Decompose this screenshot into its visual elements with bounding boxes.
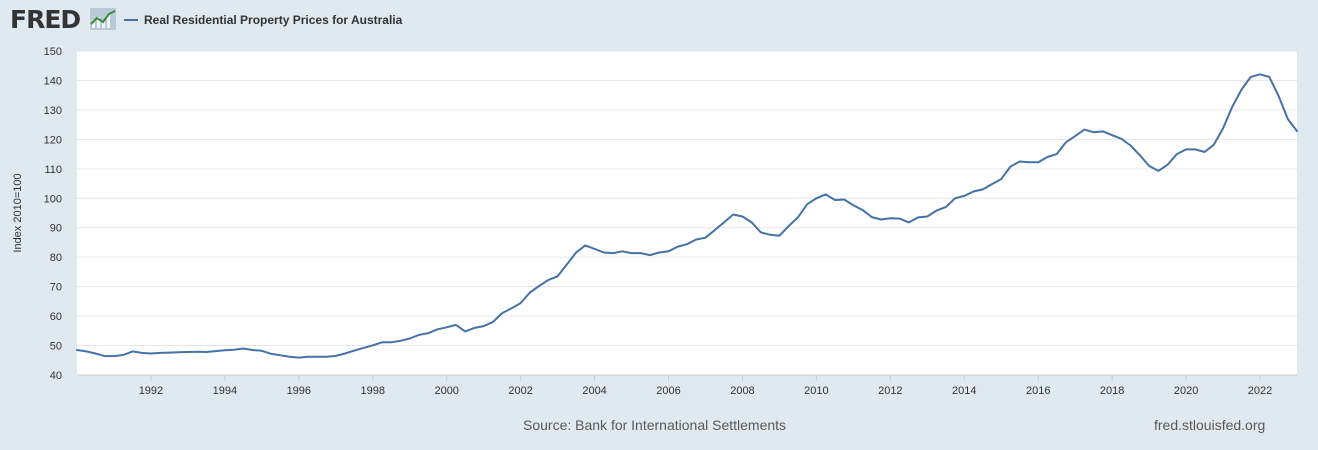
legend-series-swatch bbox=[124, 19, 138, 21]
y-axis-label: Index 2010=100 bbox=[12, 173, 24, 252]
series-line bbox=[76, 73, 1298, 359]
y-tick-label: 130 bbox=[44, 105, 62, 117]
chart-header: FRED Real Residential Property Prices fo… bbox=[0, 0, 1318, 44]
y-tick-label: 150 bbox=[44, 46, 62, 58]
x-tick-label: 2014 bbox=[952, 385, 976, 397]
x-tick-label: 2020 bbox=[1174, 385, 1198, 397]
y-tick-label: 60 bbox=[50, 311, 62, 323]
x-tick-label: 2012 bbox=[878, 385, 902, 397]
x-tick-label: 1996 bbox=[287, 385, 311, 397]
x-tick-label: 1994 bbox=[213, 385, 237, 397]
legend-series-label: Real Residential Property Prices for Aus… bbox=[144, 13, 403, 27]
x-tick-label: 2022 bbox=[1248, 385, 1272, 397]
y-tick-label: 90 bbox=[50, 223, 62, 235]
chart-source: Source: Bank for International Settlemen… bbox=[523, 417, 787, 433]
x-tick-label: 1998 bbox=[361, 385, 385, 397]
line-chart-icon bbox=[90, 8, 116, 30]
y-tick-label: 50 bbox=[50, 341, 62, 353]
fred-credit-link[interactable]: fred.stlouisfed.org bbox=[1154, 417, 1266, 433]
x-tick-label: 2006 bbox=[656, 385, 680, 397]
y-tick-label: 40 bbox=[50, 370, 62, 382]
y-tick-label: 120 bbox=[44, 134, 62, 146]
x-tick-label: 2008 bbox=[730, 385, 754, 397]
x-tick-label: 2016 bbox=[1026, 385, 1050, 397]
y-tick-label: 110 bbox=[44, 164, 62, 176]
x-tick-label: 2010 bbox=[804, 385, 828, 397]
y-tick-label: 70 bbox=[50, 282, 62, 294]
x-tick-label: 2002 bbox=[508, 385, 532, 397]
y-tick-label: 100 bbox=[44, 193, 62, 205]
fred-logo[interactable]: FRED bbox=[10, 5, 81, 34]
x-tick-label: 2000 bbox=[434, 385, 458, 397]
x-tick-label: 1992 bbox=[139, 385, 163, 397]
plot-area bbox=[77, 51, 1297, 375]
y-tick-label: 80 bbox=[50, 252, 62, 264]
y-tick-label: 140 bbox=[44, 75, 62, 87]
x-tick-label: 2018 bbox=[1100, 385, 1124, 397]
x-tick-label: 2004 bbox=[582, 385, 606, 397]
